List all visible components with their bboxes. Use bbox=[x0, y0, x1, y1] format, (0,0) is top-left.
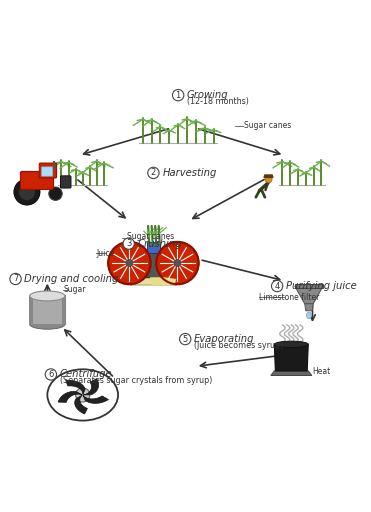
Polygon shape bbox=[295, 286, 323, 304]
Text: 2: 2 bbox=[151, 168, 156, 178]
Text: Sugar: Sugar bbox=[63, 285, 86, 294]
Circle shape bbox=[265, 176, 272, 183]
Circle shape bbox=[20, 185, 35, 199]
Text: 4: 4 bbox=[275, 282, 280, 290]
Polygon shape bbox=[293, 366, 300, 375]
Circle shape bbox=[272, 281, 283, 292]
Ellipse shape bbox=[274, 341, 308, 348]
Circle shape bbox=[45, 369, 56, 380]
FancyBboxPatch shape bbox=[39, 163, 56, 178]
Text: (12-18 months): (12-18 months) bbox=[187, 97, 249, 105]
FancyBboxPatch shape bbox=[60, 176, 71, 188]
Ellipse shape bbox=[30, 291, 65, 301]
Circle shape bbox=[148, 167, 159, 179]
Polygon shape bbox=[283, 361, 290, 375]
Text: (Juice becomes syrup): (Juice becomes syrup) bbox=[194, 340, 283, 350]
FancyBboxPatch shape bbox=[29, 295, 33, 325]
Text: (Separates sugar crystals from syrup): (Separates sugar crystals from syrup) bbox=[60, 376, 212, 385]
Text: 6: 6 bbox=[48, 370, 53, 379]
Circle shape bbox=[123, 238, 134, 249]
Polygon shape bbox=[150, 277, 176, 285]
Circle shape bbox=[156, 242, 198, 284]
Text: Purifying juice: Purifying juice bbox=[286, 281, 357, 291]
Polygon shape bbox=[83, 395, 108, 403]
FancyBboxPatch shape bbox=[41, 167, 53, 176]
Text: Limestone filter: Limestone filter bbox=[259, 293, 320, 302]
Text: 1: 1 bbox=[175, 91, 181, 100]
Polygon shape bbox=[271, 371, 312, 375]
Polygon shape bbox=[288, 362, 295, 375]
Text: Centrifuge: Centrifuge bbox=[60, 370, 112, 379]
Ellipse shape bbox=[306, 312, 311, 318]
Polygon shape bbox=[278, 364, 285, 375]
Circle shape bbox=[173, 90, 184, 101]
Text: Evaporating: Evaporating bbox=[194, 334, 255, 344]
Polygon shape bbox=[305, 304, 313, 311]
Text: Sugar canes: Sugar canes bbox=[127, 232, 174, 241]
Circle shape bbox=[108, 242, 151, 284]
Circle shape bbox=[180, 333, 191, 345]
Ellipse shape bbox=[30, 319, 65, 329]
Polygon shape bbox=[58, 392, 82, 402]
FancyBboxPatch shape bbox=[20, 172, 53, 189]
Circle shape bbox=[10, 273, 21, 285]
Circle shape bbox=[174, 260, 181, 267]
Text: Crushing: Crushing bbox=[138, 239, 182, 249]
Text: Drying and cooling: Drying and cooling bbox=[24, 274, 119, 284]
Polygon shape bbox=[274, 345, 308, 371]
Ellipse shape bbox=[47, 369, 118, 420]
Text: 5: 5 bbox=[183, 334, 188, 344]
FancyBboxPatch shape bbox=[295, 284, 323, 288]
FancyBboxPatch shape bbox=[138, 251, 168, 277]
Text: Heat: Heat bbox=[312, 367, 331, 376]
Polygon shape bbox=[75, 395, 88, 414]
Text: 3: 3 bbox=[126, 239, 131, 248]
Polygon shape bbox=[127, 278, 180, 285]
Polygon shape bbox=[264, 175, 273, 177]
Circle shape bbox=[76, 388, 90, 402]
Circle shape bbox=[49, 187, 62, 200]
Polygon shape bbox=[83, 379, 99, 395]
Text: Harvesting: Harvesting bbox=[162, 168, 217, 178]
Polygon shape bbox=[66, 380, 85, 394]
Text: Growing: Growing bbox=[187, 90, 229, 100]
Polygon shape bbox=[298, 368, 305, 375]
Text: Sugar canes: Sugar canes bbox=[244, 121, 291, 131]
FancyBboxPatch shape bbox=[147, 242, 160, 253]
FancyBboxPatch shape bbox=[30, 296, 65, 324]
Text: 7: 7 bbox=[13, 274, 18, 284]
Text: Juice: Juice bbox=[97, 249, 115, 258]
Circle shape bbox=[126, 260, 133, 267]
Circle shape bbox=[14, 179, 40, 205]
FancyBboxPatch shape bbox=[62, 295, 66, 325]
